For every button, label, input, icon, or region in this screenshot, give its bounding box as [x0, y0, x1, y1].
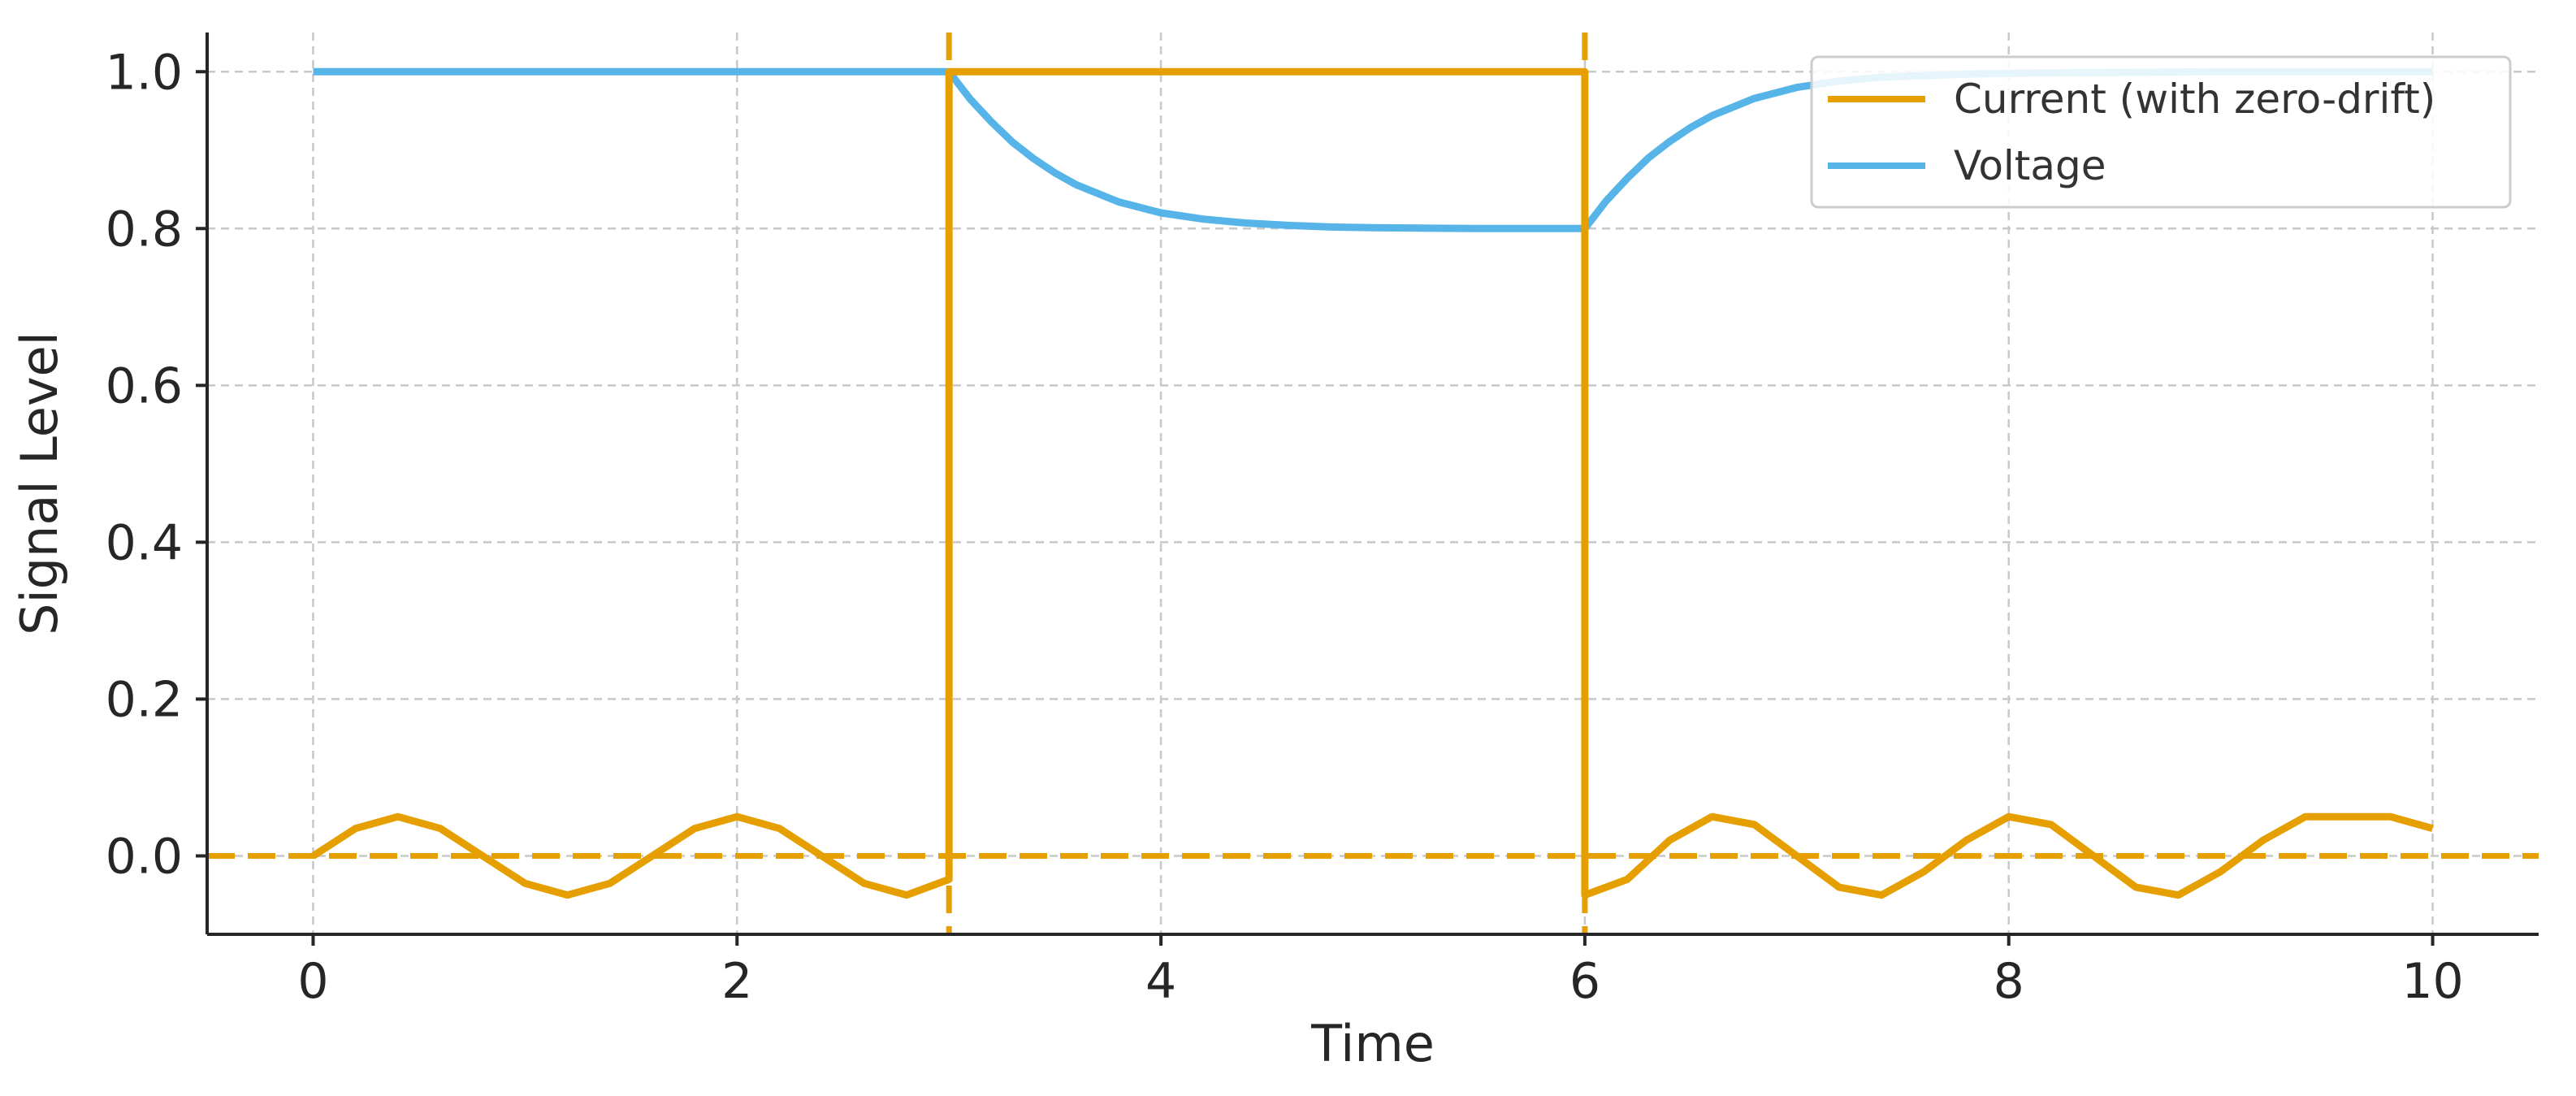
axes [206, 32, 2539, 936]
y-tick-label: 0.6 [106, 357, 183, 414]
legend-box [1810, 55, 2512, 209]
y-tick-label: 1.0 [106, 44, 183, 101]
legend: Current (with zero-drift) Voltage [1810, 55, 2512, 209]
x-tick-label: 10 [2401, 953, 2463, 1010]
y-tick-label: 0.0 [106, 828, 183, 885]
y-tick-label: 0.2 [106, 671, 183, 728]
x-tick-label: 4 [1145, 953, 1176, 1010]
legend-entry-voltage: Voltage [1954, 142, 2106, 189]
x-tick-label: 2 [721, 953, 752, 1010]
ticks: 0 2 4 6 8 10 0.0 0.2 0.4 0.6 0.8 1.0 [106, 44, 2464, 1010]
legend-entry-current: Current (with zero-drift) [1954, 76, 2435, 123]
x-tick-label: 6 [1569, 953, 1600, 1010]
x-axis-label: Time [1310, 1014, 1435, 1073]
x-tick-label: 0 [297, 953, 328, 1010]
y-tick-label: 0.8 [106, 201, 183, 258]
y-tick-label: 0.4 [106, 514, 183, 571]
y-axis-label: Signal Level [10, 331, 69, 635]
series-line-current [311, 67, 2434, 899]
x-tick-label: 8 [1994, 953, 2024, 1010]
